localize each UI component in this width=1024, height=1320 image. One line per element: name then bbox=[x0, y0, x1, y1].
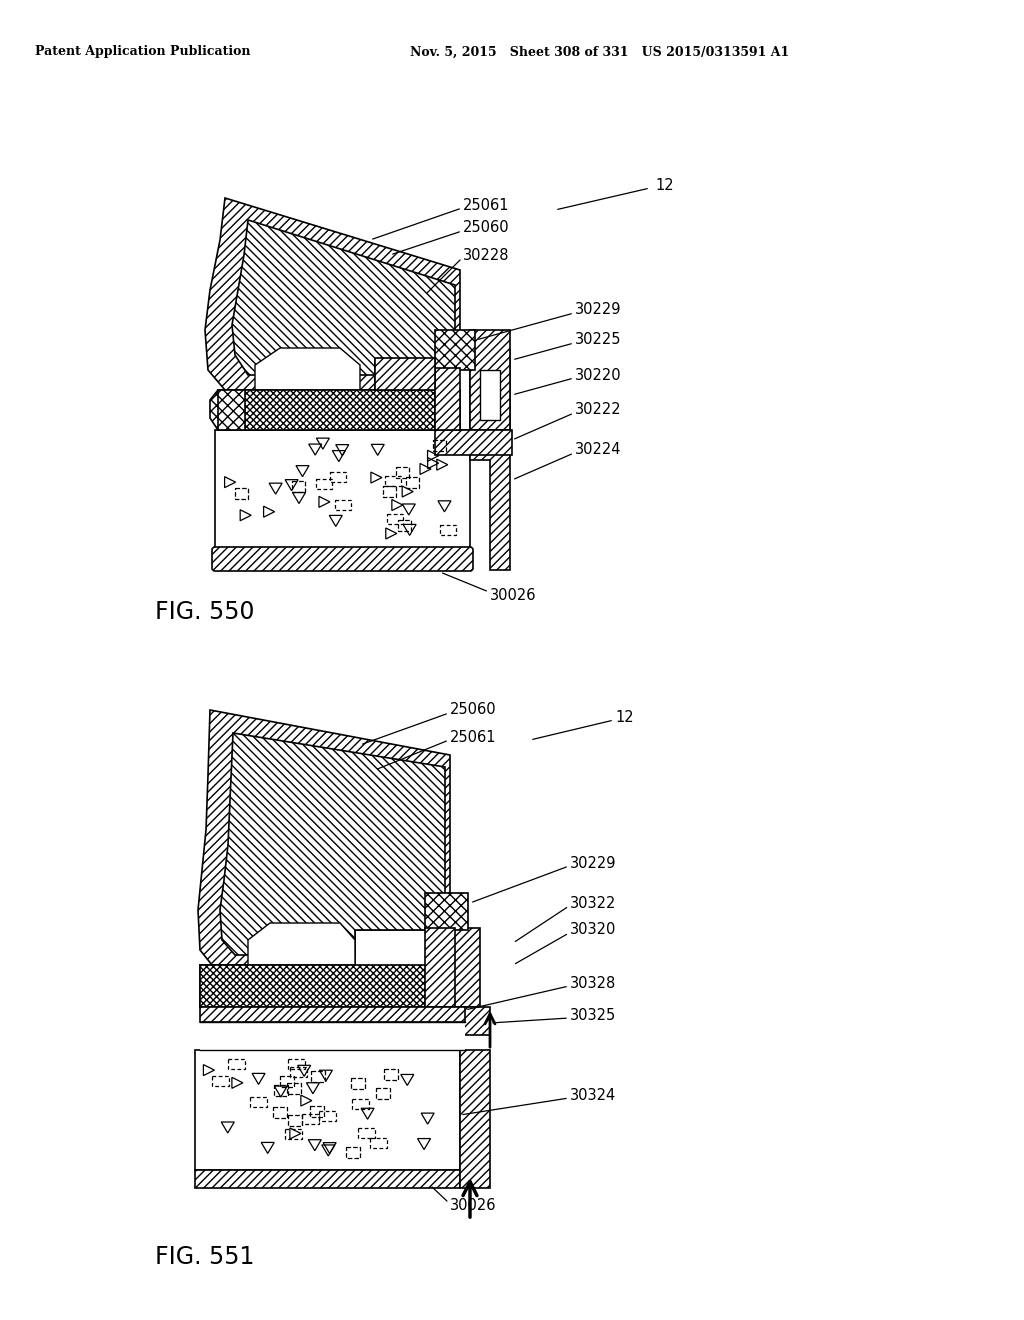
Bar bbox=[200, 1007, 465, 1022]
Text: 25061: 25061 bbox=[450, 730, 497, 744]
Bar bbox=[212, 1076, 229, 1086]
Bar bbox=[218, 389, 318, 430]
Bar bbox=[383, 486, 395, 498]
Bar bbox=[288, 1084, 301, 1094]
Bar bbox=[245, 389, 435, 430]
Polygon shape bbox=[453, 1007, 490, 1035]
FancyBboxPatch shape bbox=[212, 546, 473, 572]
Text: 30229: 30229 bbox=[575, 302, 622, 318]
Bar bbox=[195, 1049, 460, 1170]
Bar bbox=[432, 441, 445, 451]
Text: 30222: 30222 bbox=[575, 403, 622, 417]
Polygon shape bbox=[435, 330, 475, 370]
Bar bbox=[358, 1129, 375, 1138]
Text: 30228: 30228 bbox=[463, 248, 510, 263]
Bar bbox=[406, 478, 419, 488]
Bar bbox=[215, 430, 470, 550]
Bar bbox=[316, 479, 333, 490]
Text: Nov. 5, 2015   Sheet 308 of 331   US 2015/0313591 A1: Nov. 5, 2015 Sheet 308 of 331 US 2015/03… bbox=[411, 45, 790, 58]
Text: 30328: 30328 bbox=[570, 975, 616, 990]
Text: FIG. 551: FIG. 551 bbox=[155, 1245, 254, 1269]
Bar bbox=[346, 1147, 360, 1159]
Text: 12: 12 bbox=[615, 710, 634, 725]
Bar bbox=[480, 370, 500, 420]
Bar bbox=[290, 1067, 306, 1077]
Polygon shape bbox=[470, 350, 510, 570]
Polygon shape bbox=[210, 389, 460, 430]
Text: 25061: 25061 bbox=[463, 198, 510, 213]
Polygon shape bbox=[375, 358, 435, 389]
Bar bbox=[376, 1089, 390, 1100]
Polygon shape bbox=[470, 330, 510, 430]
Bar bbox=[250, 1097, 267, 1106]
Text: 30320: 30320 bbox=[570, 923, 616, 937]
Text: 30229: 30229 bbox=[570, 855, 616, 870]
Bar bbox=[384, 1069, 397, 1080]
Text: 30220: 30220 bbox=[575, 367, 622, 383]
Polygon shape bbox=[255, 348, 360, 389]
Bar bbox=[387, 513, 402, 524]
Bar bbox=[396, 467, 409, 478]
Bar bbox=[385, 477, 400, 486]
Bar bbox=[310, 1106, 324, 1117]
Bar bbox=[236, 488, 249, 499]
Text: 30225: 30225 bbox=[575, 333, 622, 347]
Polygon shape bbox=[248, 923, 355, 965]
Polygon shape bbox=[232, 220, 455, 375]
Polygon shape bbox=[425, 928, 455, 1007]
Polygon shape bbox=[453, 928, 480, 1007]
Bar bbox=[195, 1170, 460, 1188]
Polygon shape bbox=[435, 430, 512, 455]
Polygon shape bbox=[435, 368, 460, 430]
Bar bbox=[336, 500, 351, 511]
Text: 12: 12 bbox=[655, 177, 674, 193]
Bar bbox=[200, 965, 465, 1007]
Bar bbox=[302, 1114, 319, 1123]
Bar bbox=[331, 471, 346, 482]
Text: 30324: 30324 bbox=[570, 1088, 616, 1102]
Text: 30224: 30224 bbox=[575, 442, 622, 458]
Polygon shape bbox=[220, 733, 445, 954]
Polygon shape bbox=[205, 198, 460, 389]
Text: 25060: 25060 bbox=[450, 702, 497, 718]
Text: FIG. 550: FIG. 550 bbox=[155, 601, 255, 624]
Bar bbox=[200, 965, 290, 1007]
Text: 30026: 30026 bbox=[490, 587, 537, 602]
Bar bbox=[218, 389, 460, 430]
Bar bbox=[288, 1060, 305, 1069]
Bar bbox=[352, 1100, 369, 1109]
Text: 30322: 30322 bbox=[570, 895, 616, 911]
Bar bbox=[273, 1085, 288, 1096]
Text: 25060: 25060 bbox=[463, 220, 510, 235]
Bar bbox=[440, 525, 456, 535]
Bar bbox=[351, 1078, 366, 1089]
Polygon shape bbox=[425, 894, 468, 931]
Bar bbox=[398, 520, 411, 531]
Bar bbox=[293, 480, 305, 491]
Bar bbox=[371, 1138, 387, 1147]
Bar bbox=[200, 1022, 465, 1049]
Text: 30325: 30325 bbox=[570, 1007, 616, 1023]
Bar bbox=[280, 1076, 294, 1086]
Polygon shape bbox=[198, 710, 450, 965]
Bar bbox=[311, 1071, 326, 1082]
Bar bbox=[285, 1129, 302, 1139]
Polygon shape bbox=[460, 1049, 490, 1188]
Text: Patent Application Publication: Patent Application Publication bbox=[35, 45, 251, 58]
Bar bbox=[272, 1107, 287, 1118]
Bar bbox=[319, 1111, 336, 1121]
Bar bbox=[228, 1059, 245, 1069]
Text: 30026: 30026 bbox=[450, 1197, 497, 1213]
Bar bbox=[288, 1115, 302, 1126]
